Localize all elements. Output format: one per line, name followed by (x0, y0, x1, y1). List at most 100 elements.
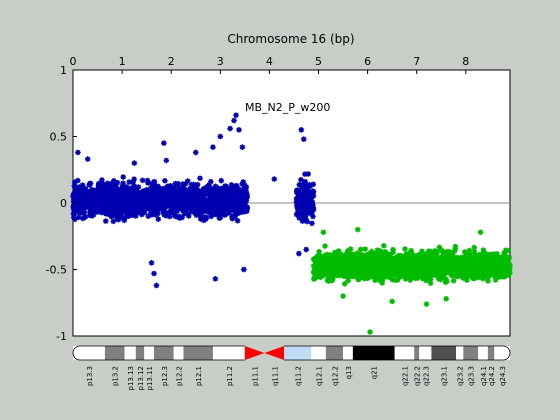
data-point (471, 244, 478, 251)
sample-annotation: MB_N2_P_w200 (245, 101, 330, 114)
data-point (181, 202, 188, 209)
data-point (339, 260, 346, 267)
data-point (91, 187, 97, 194)
data-point (171, 213, 178, 219)
data-point (189, 199, 195, 205)
chart-title: Chromosome 16 (bp) (227, 32, 354, 46)
data-point (94, 201, 101, 208)
data-point (155, 200, 161, 207)
x-tick-label: 0 (70, 55, 77, 68)
data-point (213, 201, 220, 208)
data-point (167, 201, 174, 208)
data-point (490, 253, 497, 259)
data-point (358, 263, 364, 270)
band-label: q11.2 (295, 366, 303, 386)
data-point (423, 301, 430, 307)
data-point (146, 199, 152, 206)
x-tick-label: 8 (462, 55, 469, 68)
data-point (312, 271, 319, 277)
data-point (329, 263, 336, 269)
y-tick-label: 0.5 (50, 131, 68, 144)
data-point (419, 265, 425, 272)
data-point (190, 195, 197, 202)
data-point (504, 254, 511, 260)
data-point (230, 189, 237, 195)
ideogram-band (154, 346, 174, 360)
data-point (110, 218, 117, 225)
data-point (80, 215, 86, 222)
data-point (460, 275, 467, 281)
data-point (447, 269, 454, 275)
data-point (380, 268, 386, 274)
data-point (185, 198, 192, 205)
data-point (302, 208, 308, 215)
data-point (202, 187, 208, 193)
data-point (96, 197, 103, 203)
data-point (208, 210, 215, 217)
data-point (481, 266, 487, 273)
data-point (382, 248, 389, 255)
data-point (150, 191, 156, 198)
data-point (432, 269, 438, 275)
data-point (302, 178, 308, 185)
data-point (304, 207, 311, 214)
data-point (311, 276, 317, 282)
data-point (364, 255, 371, 262)
data-point (83, 195, 90, 201)
data-point (478, 273, 484, 280)
data-point (332, 249, 338, 256)
data-point (108, 213, 115, 220)
data-point (152, 206, 158, 213)
data-point (434, 256, 441, 263)
data-point (397, 263, 404, 270)
data-point (73, 204, 79, 211)
data-point (107, 184, 113, 191)
data-point (296, 199, 303, 205)
data-point (103, 210, 109, 216)
data-point (425, 266, 431, 273)
data-point (192, 149, 199, 156)
data-point (469, 256, 475, 262)
data-point (212, 204, 219, 211)
data-point (355, 255, 361, 261)
data-point (132, 205, 139, 212)
data-point (177, 205, 183, 211)
data-point (177, 201, 183, 207)
data-point (419, 248, 425, 255)
data-point (473, 270, 480, 276)
data-point (153, 282, 160, 289)
data-point (227, 125, 233, 132)
data-point (379, 260, 385, 267)
data-point (121, 186, 127, 192)
data-point (380, 257, 386, 263)
data-point (490, 258, 497, 264)
data-point (199, 190, 206, 196)
data-point (193, 185, 200, 192)
data-point (194, 181, 201, 188)
data-point (129, 185, 135, 191)
series-points (310, 226, 513, 335)
data-point (293, 198, 300, 205)
data-point (444, 278, 450, 285)
data-point (213, 195, 220, 202)
data-point (465, 271, 472, 278)
data-point (299, 218, 306, 224)
data-point (426, 261, 433, 267)
data-point (104, 193, 110, 200)
band-label: p13.12 (137, 366, 145, 390)
data-point (75, 214, 82, 220)
data-point (490, 271, 497, 277)
data-point (387, 266, 394, 273)
data-point (320, 229, 327, 236)
data-point (114, 205, 121, 211)
data-point (402, 246, 408, 252)
data-point (100, 208, 107, 215)
band-label: q24.1 (480, 366, 488, 386)
data-point (437, 276, 444, 283)
data-point (312, 263, 318, 270)
data-point (303, 246, 310, 253)
data-point (417, 251, 423, 258)
data-point (368, 260, 374, 266)
data-point (151, 270, 157, 277)
data-point (429, 251, 436, 258)
